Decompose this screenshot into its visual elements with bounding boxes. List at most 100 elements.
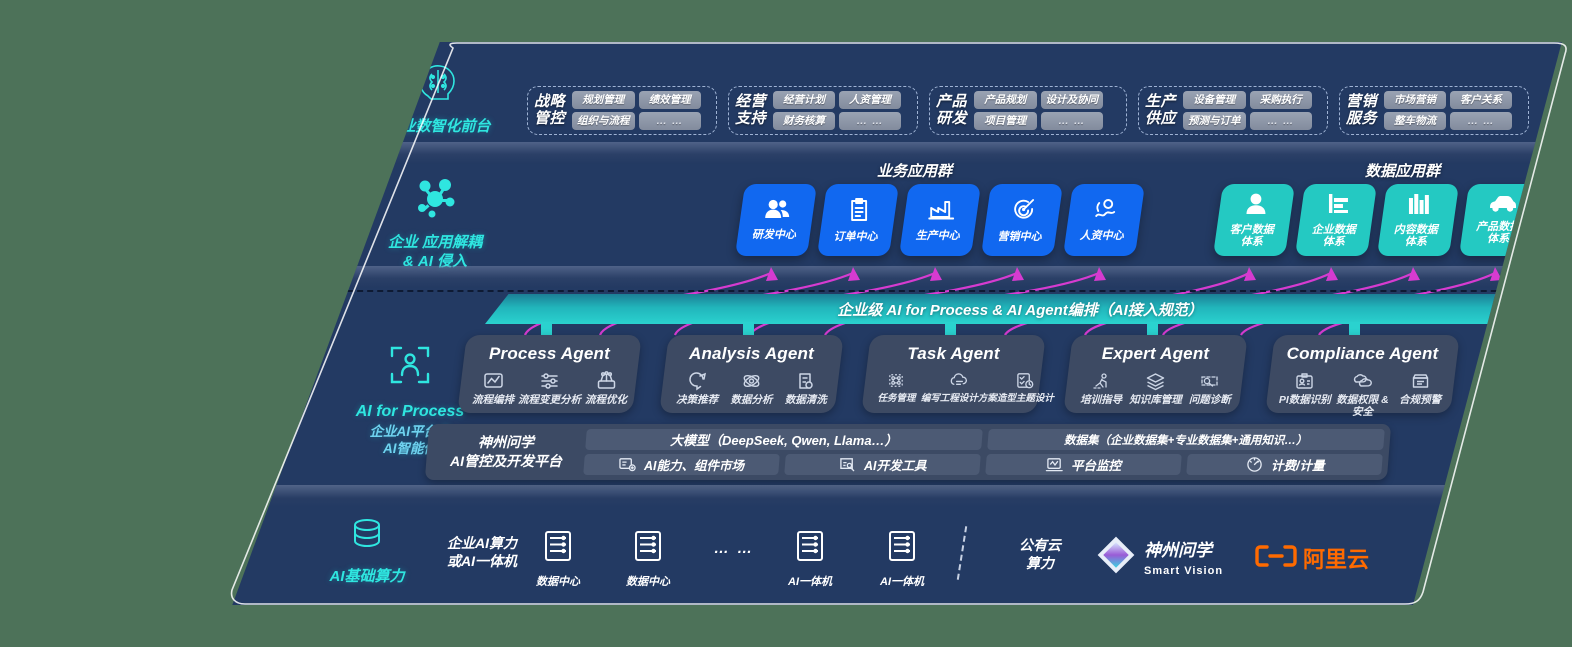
logo-shenzhou-wenxue: 神州问学 Smart Vision [1095,534,1275,581]
agent-item-label: 数据清洗 [784,394,827,406]
domain-title-supply: 生产 供应 [1145,92,1177,127]
task-network-icon [889,374,904,387]
domain-chip-more[interactable]: … … [1040,112,1104,131]
ai-orchestration-band: 企业级 AI for Process & AI Agent编排（AI接入规范） [485,294,1555,324]
logo-aliyun: 阿里云 [1255,542,1430,574]
app-card-rnd-center[interactable]: 研发中心 [734,184,818,256]
agent-title: Analysis Agent [689,344,814,363]
clipboard-icon [848,197,870,227]
rail-ai-for-process-title: AI for Process [355,403,465,421]
data-card-label: 企业数据 体系 [1311,223,1356,248]
app-card-hr-center[interactable]: 人资中心 [1062,184,1146,256]
infra-node-aibox-2[interactable]: AI一体机 [857,529,947,589]
app-card-marketing-center[interactable]: 营销中心 [980,184,1064,256]
data-card-content[interactable]: 内容数据 体系 [1376,184,1460,256]
domain-chip[interactable]: 规划管理 [572,90,635,109]
app-card-label: 订单中心 [833,230,878,243]
agent-item[interactable]: 任务管理 [872,371,921,405]
domain-chip[interactable]: 客户关系 [1450,90,1513,109]
domain-chip[interactable]: 预测与订单 [1183,112,1246,131]
domain-title-operations: 经营 支持 [735,92,767,127]
domain-box-operations[interactable]: 经营 支持 经营计划 人资管理 财务核算 … … [728,86,918,135]
agent-item[interactable]: 决策推荐 [670,371,724,407]
domain-chip[interactable]: 人资管理 [839,90,902,109]
huawei-logo-mark [1463,530,1501,566]
agent-card-expert[interactable]: Expert Agent 培训指导 知识库管理 [1063,335,1248,413]
agent-item[interactable]: 合规预警 [1391,371,1449,407]
data-card-marketing[interactable]: 营销数据体系 [1540,184,1562,256]
agent-item[interactable]: 流程编排 [468,371,518,407]
platform-billing-bar[interactable]: 计费/计量 [1186,454,1383,475]
flow-chart-icon [483,373,503,388]
domain-chip-more[interactable]: … … [638,112,702,131]
building-icon [1326,192,1349,220]
user-icon [1245,192,1267,220]
agent-card-process[interactable]: Process Agent 流程编排 流程变更分析 [457,335,642,413]
agent-item-label: PI数据识别 [1278,394,1331,406]
domain-box-strategy[interactable]: 战略 管控 规划管理 绩效管理 组织与流程 … … [527,86,717,135]
agent-item[interactable]: 数据分析 [724,371,778,407]
agent-item[interactable]: 造型主题设计 [997,371,1054,405]
monitor-icon [1046,458,1064,472]
platform-dataset-bar[interactable]: 数据集（企业数据集+专业数据集+通用知识…） [987,429,1385,450]
agent-item[interactable]: 数据清洗 [779,371,833,407]
domain-chip[interactable]: 组织与流程 [572,112,635,131]
platform-dev-tool-bar[interactable]: AI开发工具 [784,454,981,475]
infra-node-label: AI一体机 [788,576,832,588]
agent-item[interactable]: 编写工程设计方案 [921,371,997,405]
rail-app-decoupling-label-1: 企业 应用解耦 [387,234,483,252]
agent-item[interactable]: 知识库管理 [1128,371,1182,407]
data-card-customer[interactable]: 客户数据 体系 [1212,184,1296,256]
domain-chip[interactable]: 产品规划 [974,90,1037,109]
domain-chip[interactable]: 绩效管理 [638,90,702,109]
agent-item[interactable]: 培训指导 [1074,371,1128,407]
domain-box-marketing[interactable]: 营销 服务 市场营销 客户关系 整车物流 … … [1339,86,1529,135]
checklist-clock-icon [1017,373,1034,389]
infra-divider [956,526,968,580]
domain-chip[interactable]: 整车物流 [1384,112,1447,131]
agent-item-label: 知识库管理 [1129,394,1182,406]
agent-card-compliance[interactable]: Compliance Agent PI数据识别 数据权限 & 安全 [1265,335,1460,418]
platform-name-line2: AI管控及开发平台 [450,453,562,469]
data-card-product[interactable]: 产品数据 体系 [1458,184,1542,256]
domain-chip[interactable]: 项目管理 [974,112,1037,131]
platform-monitor-bar[interactable]: 平台监控 [985,454,1182,475]
domain-chip[interactable]: 经营计划 [773,90,836,109]
domain-box-rnd[interactable]: 产品 研发 产品规划 设计及协同 项目管理 … … [929,86,1127,135]
platform-llm-bar[interactable]: 大模型（DeepSeek, Qwen, Llama…） [585,429,983,450]
person-chart-icon [1092,197,1118,226]
platform-ai-market-bar[interactable]: AI能力、组件市场 [583,454,780,475]
domain-chip[interactable]: 设计及协同 [1040,90,1104,109]
agent-item[interactable]: PI数据识别 [1276,371,1334,407]
domain-chip-more[interactable]: … … [1249,112,1313,131]
logo-title: 阿里云 [1303,547,1370,572]
car-icon [1487,194,1516,217]
dev-tool-icon [840,458,855,472]
domain-chip[interactable]: 采购执行 [1249,90,1313,109]
domain-box-supply[interactable]: 生产 供应 设备管理 采购执行 预测与订单 … … [1138,86,1328,135]
app-card-production-center[interactable]: 生产中心 [898,184,982,256]
agent-title: Expert Agent [1101,344,1210,363]
agent-card-task[interactable]: Task Agent 任务管理 编写工程设计方案 [861,335,1054,413]
infra-node-datacenter-2[interactable]: 数据中心 [603,529,693,589]
server-icon [889,531,915,561]
infra-node-datacenter-1[interactable]: 数据中心 [513,529,603,589]
app-card-order-center[interactable]: 订单中心 [816,184,900,256]
agent-item[interactable]: 流程优化 [581,371,631,407]
domain-chip[interactable]: 设备管理 [1183,90,1246,109]
infra-node-aibox-1[interactable]: AI一体机 [765,529,855,589]
agent-card-analysis[interactable]: Analysis Agent 决策推荐 数据分析 [659,335,844,413]
domain-chip[interactable]: 市场营销 [1384,90,1447,109]
agent-item[interactable]: 数据权限 & 安全 [1334,371,1392,419]
agent-item[interactable]: 问题诊断 [1183,371,1237,407]
infra-ellipsis-label: … … [713,540,755,557]
agent-item[interactable]: 流程变更分析 [518,371,581,407]
domain-chip-more[interactable]: … … [1450,112,1513,131]
domain-chip-more[interactable]: … … [839,112,902,131]
domain-title-marketing: 营销 服务 [1346,92,1378,127]
app-card-label: 营销中心 [997,230,1042,243]
data-card-enterprise[interactable]: 企业数据 体系 [1294,184,1378,256]
agent-item-label: 决策推荐 [676,394,719,406]
rail-front-office-label: 企业数智化前台 [385,118,491,136]
domain-chip[interactable]: 财务核算 [773,112,836,131]
